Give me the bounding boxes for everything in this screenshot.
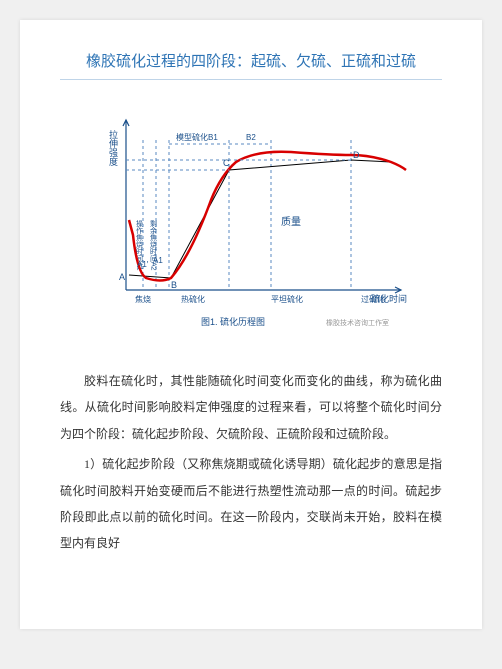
vulcanization-chart: 拉伸强度 硫化时间 操作焦烧时间A1 剩余焦烧时间A2 模型硫化B1 B2: [71, 100, 431, 350]
chart-container: 拉伸强度 硫化时间 操作焦烧时间A1 剩余焦烧时间A2 模型硫化B1 B2: [60, 100, 442, 350]
red-curve: [129, 152, 406, 281]
zone-flat: 平坦硫化: [271, 294, 303, 304]
chart-watermark: 橡胶技术咨询工作室: [326, 318, 389, 327]
y-axis-label: 拉伸强度: [108, 129, 118, 167]
page-title: 橡胶硫化过程的四阶段：起硫、欠硫、正硫和过硫: [60, 50, 442, 71]
pt-A: A: [119, 272, 125, 282]
title-divider: [60, 79, 442, 80]
zone-over: 过硫化: [361, 294, 385, 304]
zone-hot: 热硫化: [181, 294, 205, 304]
document-page: 橡胶硫化过程的四阶段：起硫、欠硫、正硫和过硫 拉伸强度 硫化时间 操作焦烧时间A…: [20, 20, 482, 629]
pt-C: C: [223, 158, 230, 168]
pt-A1: A1: [153, 256, 163, 265]
pt-D: D: [353, 150, 360, 160]
chart-caption: 图1. 硫化历程图: [201, 316, 265, 327]
zone-scorch: 焦烧: [135, 294, 151, 304]
black-curve: [129, 160, 391, 278]
paragraph-2: 1）硫化起步阶段（又称焦烧期或硫化诱导期）硫化起步的意思是指硫化时间胶料开始变硬…: [60, 451, 442, 557]
paragraph-1: 胶料在硫化时，其性能随硫化时间变化而变化的曲线，称为硫化曲线。从硫化时间影响胶料…: [60, 368, 442, 447]
label-mass: 质量: [281, 216, 301, 228]
label-mold-b1: 模型硫化B1: [176, 132, 218, 142]
label-b2: B2: [246, 133, 256, 142]
pt-A1p: A1′: [137, 260, 149, 269]
pt-B: B: [171, 280, 177, 290]
